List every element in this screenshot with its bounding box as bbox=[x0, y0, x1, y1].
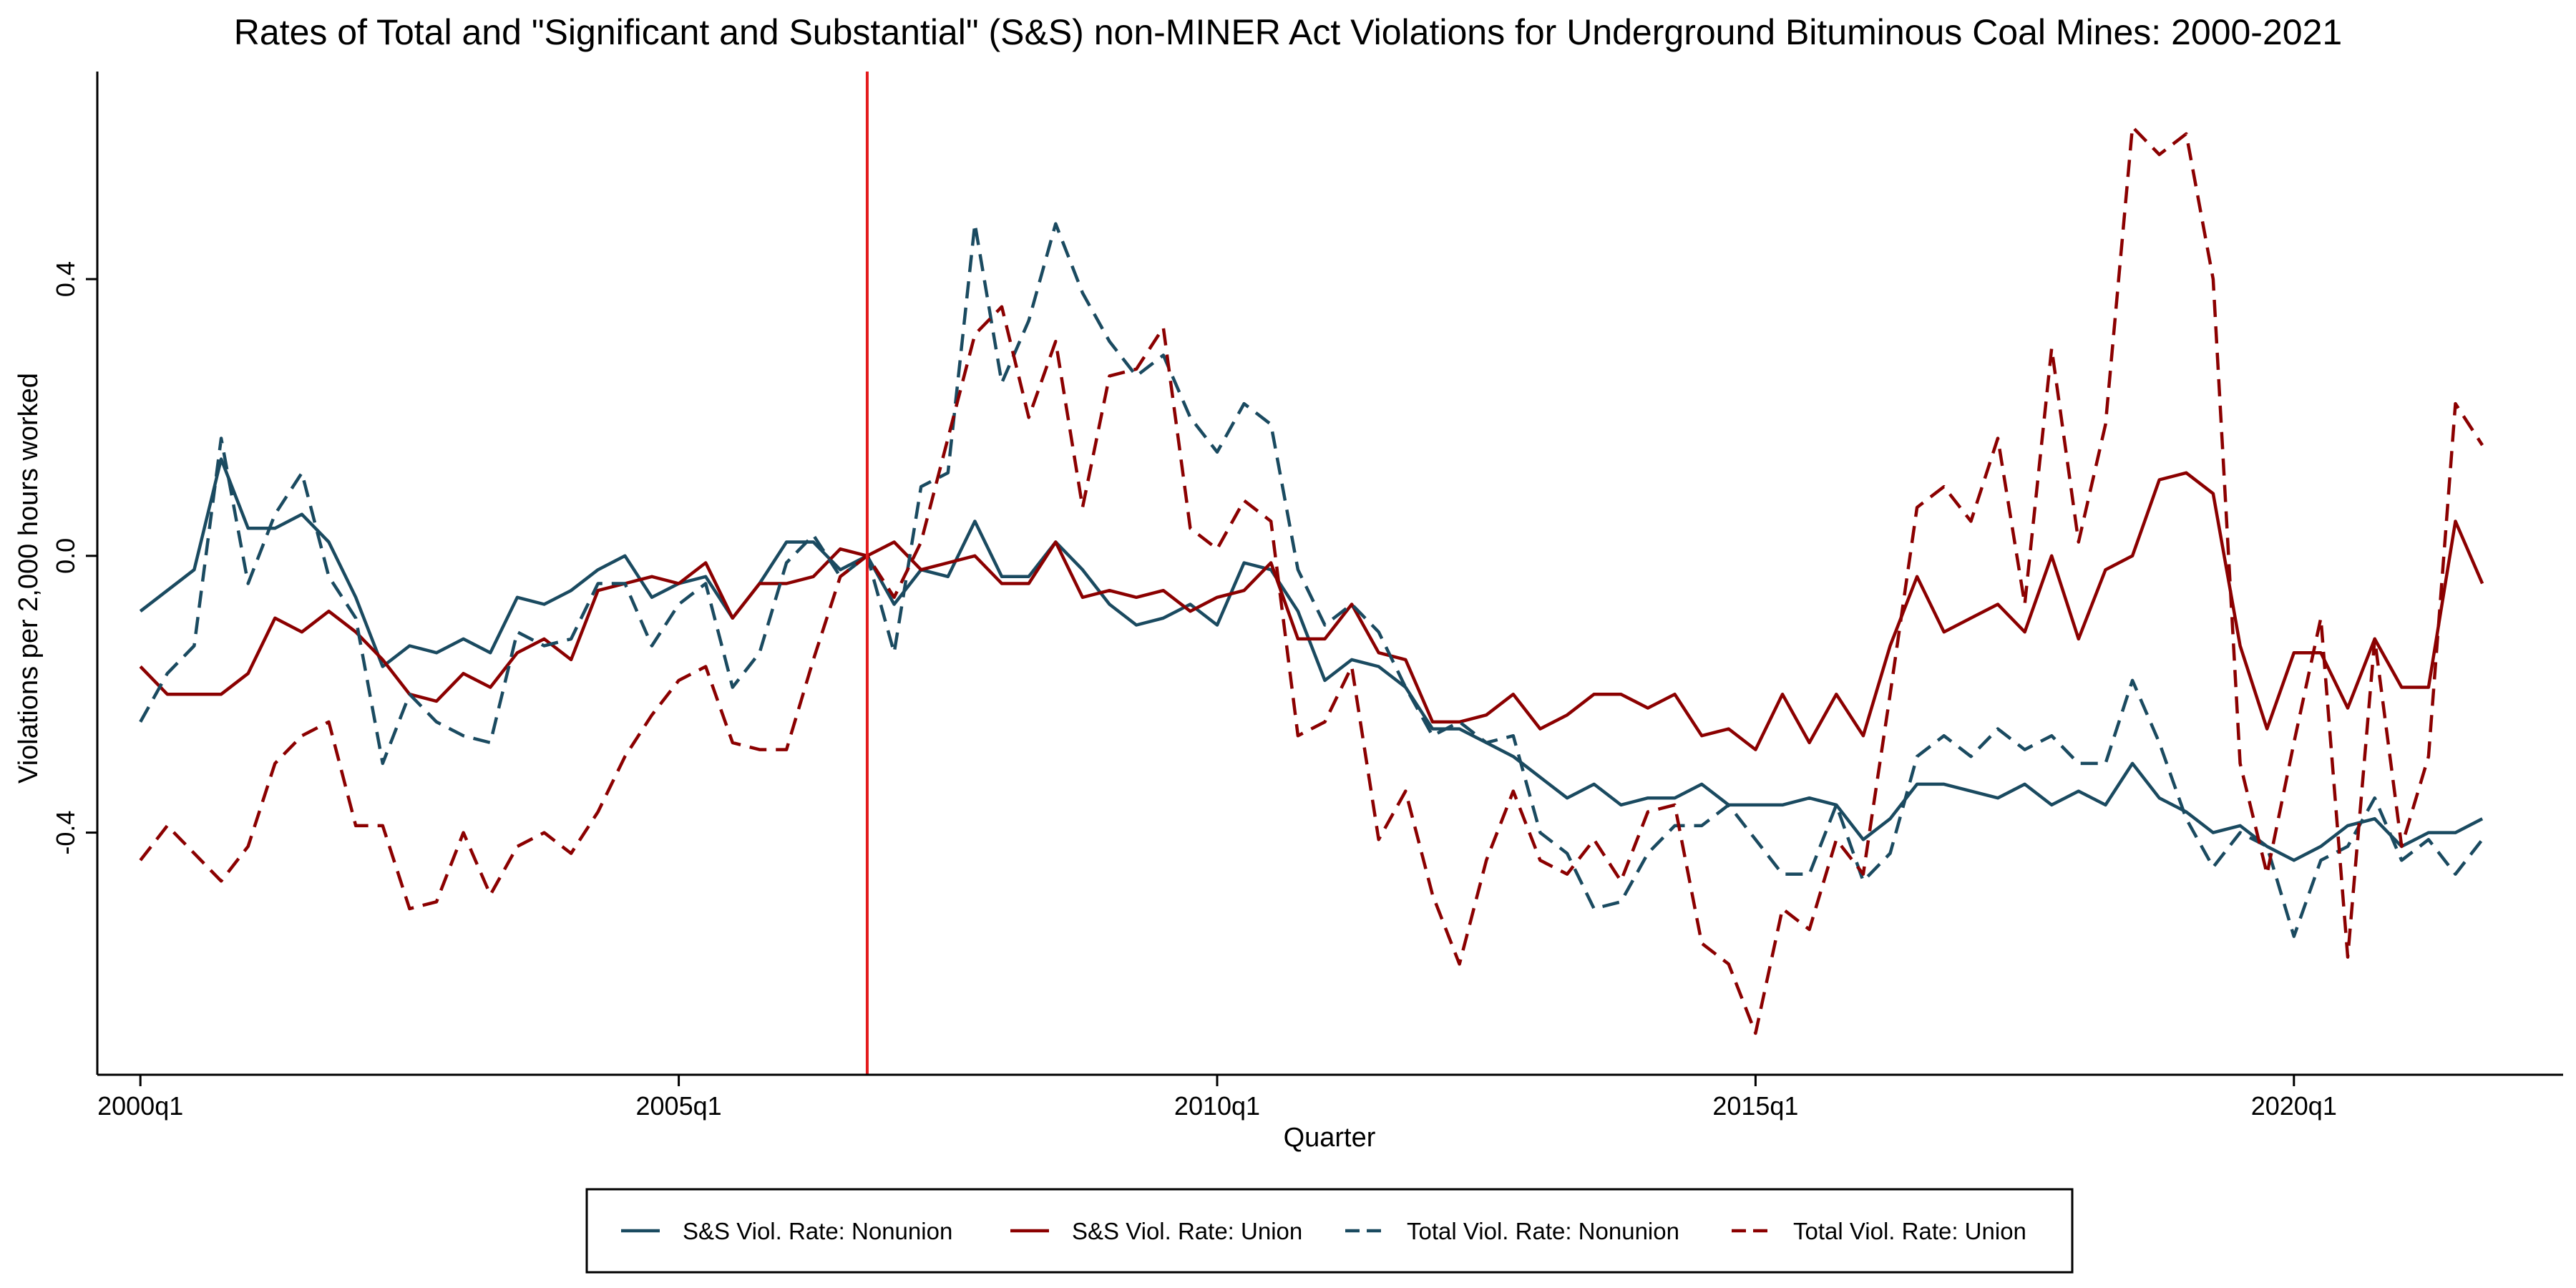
x-tick-label: 2015q1 bbox=[1712, 1091, 1798, 1121]
x-tick-label: 2020q1 bbox=[2251, 1091, 2337, 1121]
legend: S&S Viol. Rate: Nonunion S&S Viol. Rate: … bbox=[585, 1188, 2074, 1274]
x-axis-ticks: 2000q1 2005q1 2010q1 2015q1 2020q1 bbox=[97, 1075, 2337, 1121]
chart-title: Rates of Total and "Significant and Subs… bbox=[234, 12, 2342, 52]
y-tick-label: -0.4 bbox=[51, 811, 80, 855]
legend-label: S&S Viol. Rate: Nonunion bbox=[683, 1218, 952, 1244]
series-line-3 bbox=[139, 222, 2484, 938]
legend-label: Total Viol. Rate: Nonunion bbox=[1407, 1218, 1679, 1244]
legend-box bbox=[585, 1188, 2074, 1274]
series-line-2 bbox=[139, 471, 2484, 751]
y-axis-title: Violations per 2,000 hours worked bbox=[14, 373, 44, 784]
plot-area: 2000q1 2005q1 2010q1 2015q1 2020q1 0.4 0.0 -0.… bbox=[51, 72, 2563, 1121]
x-tick-label: 2000q1 bbox=[97, 1091, 183, 1121]
y-tick-label: 0.0 bbox=[51, 538, 80, 574]
x-tick-label: 2005q1 bbox=[636, 1091, 722, 1121]
x-tick-label: 2010q1 bbox=[1174, 1091, 1260, 1121]
series-line-4 bbox=[139, 125, 2484, 1035]
x-axis-title: Quarter bbox=[1284, 1123, 1376, 1153]
y-axis-ticks: 0.4 0.0 -0.4 bbox=[51, 261, 97, 855]
series-layer bbox=[139, 125, 2484, 1035]
y-tick-label: 0.4 bbox=[51, 261, 80, 297]
series-line-1 bbox=[139, 457, 2484, 862]
legend-label: S&S Viol. Rate: Union bbox=[1072, 1218, 1302, 1244]
legend-label: Total Viol. Rate: Union bbox=[1793, 1218, 2026, 1244]
legend-items: S&S Viol. Rate: Nonunion S&S Viol. Rate: … bbox=[621, 1218, 2026, 1244]
